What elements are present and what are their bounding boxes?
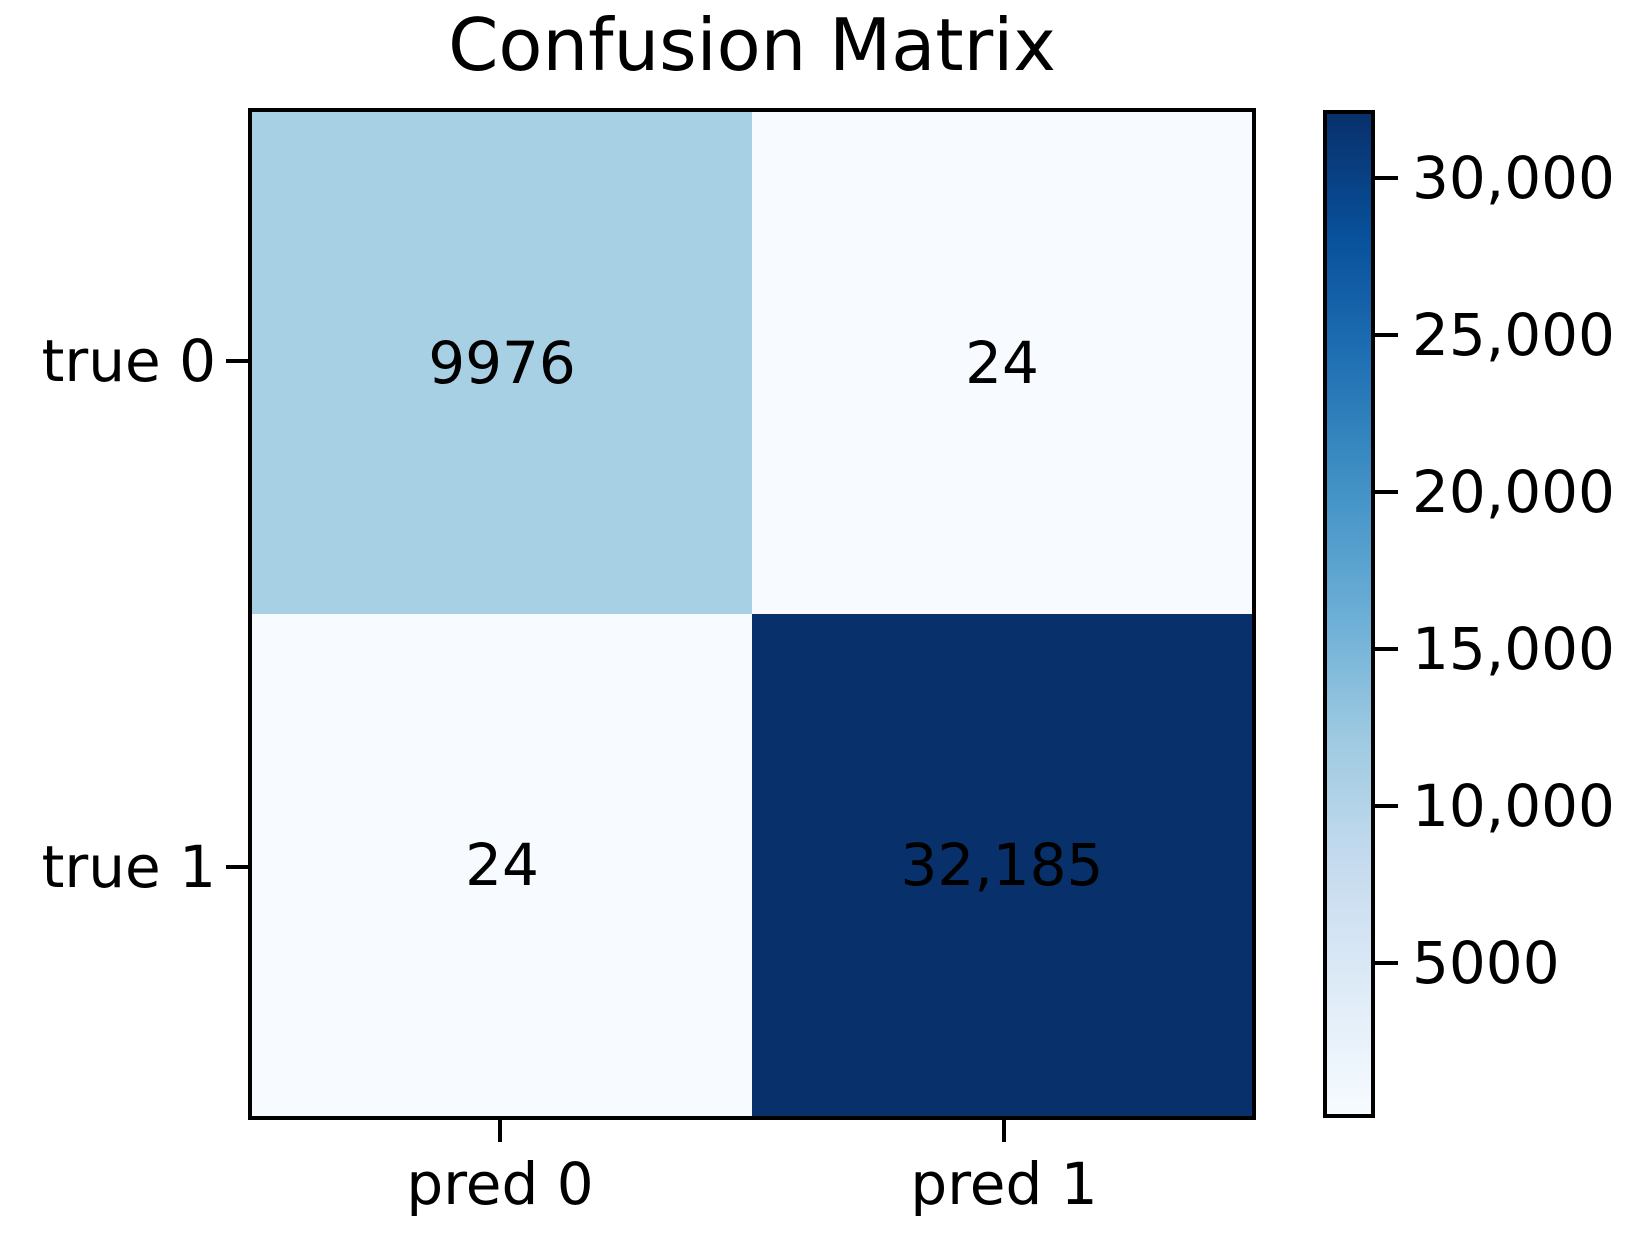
cell-value: 24 <box>465 831 539 899</box>
colorbar-tick-mark <box>1375 647 1398 651</box>
col-label-pred-0: pred 0 <box>406 1150 594 1218</box>
heatmap-cell-true0-pred0: 9976 <box>252 112 752 614</box>
colorbar-tick-label: 25,000 <box>1412 301 1615 369</box>
row-label-true-0: true 0 <box>41 327 216 395</box>
chart-title: Confusion Matrix <box>448 3 1056 87</box>
x-tick-mark <box>1002 1120 1006 1142</box>
cell-value: 9976 <box>428 329 576 397</box>
row-label-true-1: true 1 <box>41 833 216 901</box>
colorbar-tick-mark <box>1375 804 1398 808</box>
colorbar-tick-mark <box>1375 961 1398 965</box>
colorbar-tick-label: 30,000 <box>1412 144 1615 212</box>
x-tick-mark <box>498 1120 502 1142</box>
colorbar-tick-label: 10,000 <box>1412 772 1615 840</box>
colorbar-tick-label: 15,000 <box>1412 615 1615 683</box>
colorbar-tick-mark <box>1375 490 1398 494</box>
heatmap-cell-true0-pred1: 24 <box>752 112 1252 614</box>
colorbar-tick-label: 20,000 <box>1412 458 1615 526</box>
col-label-pred-1: pred 1 <box>910 1150 1098 1218</box>
heatmap-grid: 9976 24 24 32,185 <box>248 108 1256 1120</box>
colorbar-tick-label: 5000 <box>1412 929 1560 997</box>
heatmap-cell-true1-pred1: 32,185 <box>752 614 1252 1116</box>
cell-value: 24 <box>965 329 1039 397</box>
colorbar-tick-mark <box>1375 176 1398 180</box>
y-tick-mark <box>226 865 248 869</box>
colorbar <box>1323 110 1375 1118</box>
heatmap-cell-true1-pred0: 24 <box>252 614 752 1116</box>
colorbar-tick-mark <box>1375 333 1398 337</box>
cell-value: 32,185 <box>900 831 1104 899</box>
y-tick-mark <box>226 359 248 363</box>
